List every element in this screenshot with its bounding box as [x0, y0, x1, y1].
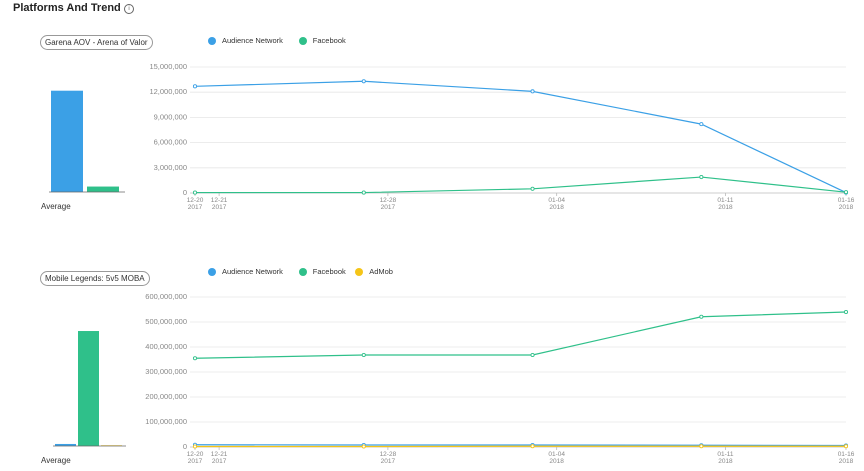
legend-swatch	[298, 267, 307, 276]
y-tick-label: 0	[183, 442, 187, 451]
data-point	[530, 352, 535, 358]
legend-swatch	[208, 36, 216, 45]
category-label: Average	[41, 456, 71, 465]
game-label: Mobile Legends: 5v5 MOBA	[40, 271, 150, 286]
legend-item[interactable]: Audience Network	[208, 36, 283, 45]
data-point	[361, 352, 366, 358]
bar	[55, 443, 76, 446]
data-point	[699, 174, 704, 180]
y-tick-label: 15,000,000	[149, 62, 187, 71]
bar	[87, 186, 119, 192]
x-tick-label: 01-04 2018	[548, 197, 565, 211]
data-point	[843, 444, 849, 449]
bar	[78, 331, 99, 446]
x-tick-label: 12-28 2017	[379, 451, 397, 465]
legend-swatch	[355, 267, 364, 276]
legend-label: Audience Network	[222, 267, 283, 276]
y-tick-label: 600,000,000	[145, 292, 187, 301]
data-point	[530, 186, 535, 191]
data-point	[843, 190, 849, 195]
category-label: Average	[41, 202, 71, 211]
x-tick-label: 01-11 2018	[717, 451, 734, 465]
data-point	[361, 190, 366, 195]
data-point	[192, 356, 198, 361]
game-label: Garena AOV - Arena of Valor	[40, 35, 153, 50]
x-tick-label: 12-21 2017	[210, 451, 228, 465]
legend-label: AdMob	[369, 267, 393, 276]
legend-swatch	[208, 267, 216, 276]
legend-label: Facebook	[312, 36, 346, 45]
series-line	[194, 444, 847, 447]
data-point	[699, 122, 704, 127]
data-point	[361, 444, 366, 449]
legend-item[interactable]: Facebook	[298, 267, 346, 276]
data-point	[843, 309, 849, 315]
legend-item[interactable]: AdMob	[355, 267, 393, 276]
y-tick-label: 6,000,000	[154, 138, 187, 147]
x-tick-label: 01-11 2018	[717, 197, 734, 211]
x-tick-label: 12-20 2017	[186, 451, 204, 465]
series-line	[194, 80, 847, 194]
data-point	[530, 444, 535, 449]
legend-item[interactable]: Audience Network	[208, 267, 283, 276]
info-icon[interactable]: i	[124, 4, 134, 14]
x-tick-label: 12-21 2017	[210, 197, 228, 211]
y-tick-label: 0	[183, 188, 187, 197]
data-point	[192, 444, 198, 449]
x-tick-label: 01-16 2018	[837, 197, 855, 211]
y-tick-label: 9,000,000	[154, 112, 187, 121]
y-tick-label: 200,000,000	[145, 392, 187, 401]
legend-swatch	[298, 36, 307, 45]
bar	[51, 90, 83, 192]
data-point	[530, 89, 535, 94]
series-line	[194, 311, 847, 359]
x-tick-label: 01-16 2018	[837, 451, 855, 465]
y-tick-label: 100,000,000	[145, 417, 187, 426]
x-tick-label: 12-20 2017	[186, 197, 204, 211]
data-point	[361, 79, 366, 84]
panel-title: Platforms And Trend	[13, 2, 121, 14]
data-point	[699, 444, 704, 449]
data-point	[192, 190, 198, 195]
y-tick-label: 400,000,000	[145, 342, 187, 351]
y-tick-label: 3,000,000	[154, 163, 187, 172]
legend-label: Audience Network	[222, 36, 283, 45]
y-tick-label: 12,000,000	[149, 87, 187, 96]
legend-label: Facebook	[312, 267, 346, 276]
legend-item[interactable]: Facebook	[298, 36, 346, 45]
x-tick-label: 12-28 2017	[379, 197, 397, 211]
y-tick-label: 300,000,000	[145, 367, 187, 376]
series-line	[195, 176, 847, 194]
data-point	[699, 314, 704, 319]
data-point	[192, 84, 198, 89]
x-tick-label: 01-04 2018	[548, 451, 565, 465]
y-tick-label: 500,000,000	[145, 317, 187, 326]
